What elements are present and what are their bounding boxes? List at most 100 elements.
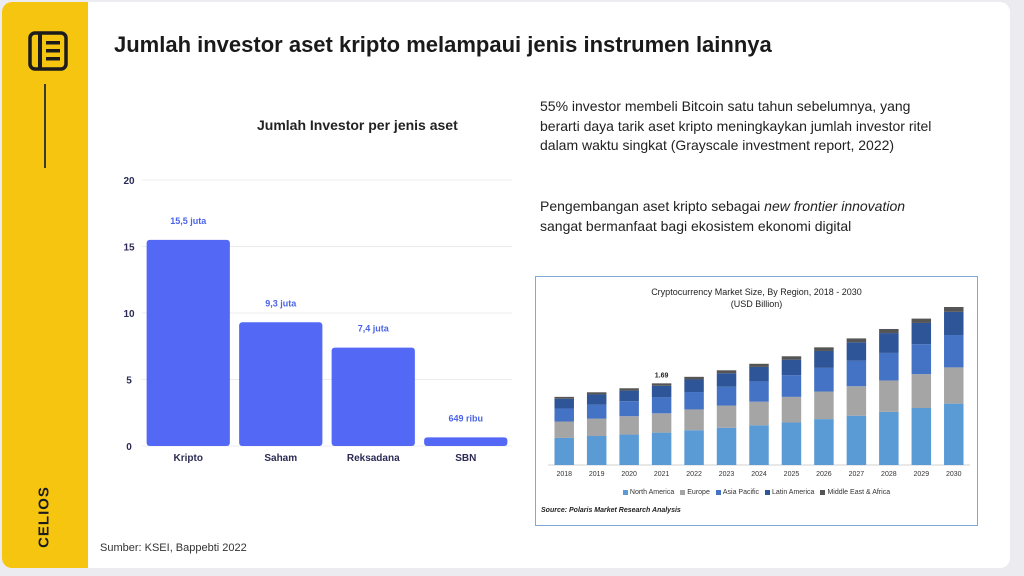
stack-segment: [586, 394, 607, 405]
stack-segment: [846, 415, 867, 465]
y-tick-label: 0: [126, 442, 132, 453]
stack-segment: [944, 403, 964, 465]
stack-segment: [554, 398, 574, 409]
legend-label: North America: [629, 489, 675, 496]
stack-segment: [814, 391, 834, 420]
stack-segment: [586, 392, 607, 395]
stack-segment: [586, 418, 607, 437]
legend-item: North America: [622, 489, 675, 496]
stack-segment: [814, 419, 834, 465]
bar-data-label: 15,5 juta: [170, 216, 207, 226]
stack-segment: [781, 422, 802, 465]
x-tick-label: Kripto: [174, 453, 203, 464]
x-tick-label: 2020: [621, 471, 637, 478]
legend-swatch: [622, 489, 628, 495]
stack-segment: [749, 401, 769, 426]
bar-data-label: 7,4 juta: [358, 324, 390, 334]
legend-item: Latin America: [765, 489, 814, 496]
x-tick-label: 2027: [849, 471, 865, 478]
stack-segment: [586, 404, 607, 419]
stack-segment: [879, 380, 899, 412]
y-tick-label: 15: [123, 243, 135, 254]
stack-segment: [944, 367, 964, 404]
bar-chart-title: Jumlah Investor per jenis aset: [257, 117, 458, 133]
stack-segment: [879, 352, 899, 381]
bar: [331, 347, 415, 446]
x-tick-label: 2029: [914, 471, 930, 478]
stack-segment: [684, 379, 704, 393]
stack-segment: [846, 338, 867, 343]
stack-segment: [619, 388, 639, 391]
market-size-stacked-chart: 2018 2019 2020 2021 1.69 2022 2023 2024 2025 2026…: [548, 307, 970, 478]
brand-logo-text: CELIOS: [35, 486, 53, 548]
stack-segment: [911, 407, 932, 465]
paragraph-innovation-start: Pengembangan aset kripto sebagai: [540, 198, 765, 214]
bar: [146, 239, 230, 446]
legend-item: Middle East & Africa: [820, 489, 890, 496]
bar: [424, 437, 508, 446]
stack-segment: [781, 356, 802, 360]
y-tick-label: 20: [123, 176, 135, 187]
paragraph-innovation-end: sangat bermanfaat bagi ekosistem ekonomi…: [540, 217, 852, 234]
stack-segment: [846, 342, 867, 361]
stack-segment: [911, 374, 932, 408]
stack-segment: [879, 328, 899, 334]
stack-segment: [554, 408, 574, 422]
stack-segment: [716, 370, 737, 374]
logo-icon: [28, 31, 68, 71]
page-title: Jumlah investor aset kripto melampaui je…: [114, 32, 772, 57]
stack-segment: [651, 432, 672, 465]
stack-segment: [651, 397, 672, 414]
legend-swatch: [820, 489, 826, 495]
stack-segment: [684, 409, 704, 431]
stack-segment: [814, 367, 834, 392]
stack-segment: [684, 392, 704, 410]
x-tick-label: 2023: [719, 471, 735, 478]
stack-segment: [554, 421, 574, 438]
investor-bar-chart: 0 5 10 15 20 15,5 juta Kripto 9,3 juta Saham 7,4 …: [123, 176, 512, 464]
stack-segment: [749, 381, 769, 402]
legend-item: Asia Pacific: [715, 489, 760, 496]
stack-segment: [911, 344, 932, 375]
stack-segment: [749, 366, 769, 382]
source-note: Sumber: KSEI, Bappebti 2022: [100, 542, 247, 554]
legend-swatch: [715, 489, 721, 495]
x-tick-label: 2025: [784, 471, 800, 478]
stack-segment: [716, 427, 737, 465]
market-chart-title: Cryptocurrency Market Size, By Region, 2…: [651, 287, 862, 297]
stack-segment: [781, 396, 802, 423]
sidebar-divider: [44, 84, 46, 168]
stack-segment: [619, 390, 639, 402]
stack-segment: [944, 307, 964, 312]
legend-item: Europe: [680, 489, 710, 496]
market-chart-source: Source: Polaris Market Research Analysis: [541, 507, 681, 514]
x-tick-label: 2024: [751, 471, 767, 478]
stack-segment: [684, 376, 704, 380]
x-tick-label: Reksadana: [347, 453, 400, 464]
stack-segment: [846, 360, 867, 387]
paragraph-innovation: Pengembangan aset kripto sebagai new fro…: [540, 197, 940, 236]
stack-segment: [879, 411, 899, 465]
legend-label: Middle East & Africa: [827, 489, 891, 496]
stack-segment: [749, 425, 769, 465]
stack-segment: [716, 373, 737, 387]
legend-swatch: [765, 489, 771, 495]
stack-segment: [944, 335, 964, 368]
stack-segment: [911, 318, 932, 323]
stack-segment: [781, 375, 802, 397]
stack-segment: [879, 333, 899, 353]
stack-segment: [781, 359, 802, 376]
x-tick-label: 2018: [556, 471, 572, 478]
legend-label: Asia Pacific: [722, 489, 760, 496]
stack-segment: [651, 383, 672, 386]
annotation-label: 1.69: [655, 372, 669, 379]
stack-segment: [619, 416, 639, 435]
stack-segment: [684, 430, 704, 465]
stack-segment: [749, 363, 769, 367]
legend-label: Latin America: [772, 489, 815, 496]
stack-segment: [619, 434, 639, 465]
market-chart-legend: North America Europe Asia Pacific Latin Ame…: [536, 489, 977, 496]
stack-segment: [846, 386, 867, 416]
market-size-chart-panel: Cryptocurrency Market Size, By Region, 2…: [535, 276, 978, 526]
stack-segment: [651, 413, 672, 433]
